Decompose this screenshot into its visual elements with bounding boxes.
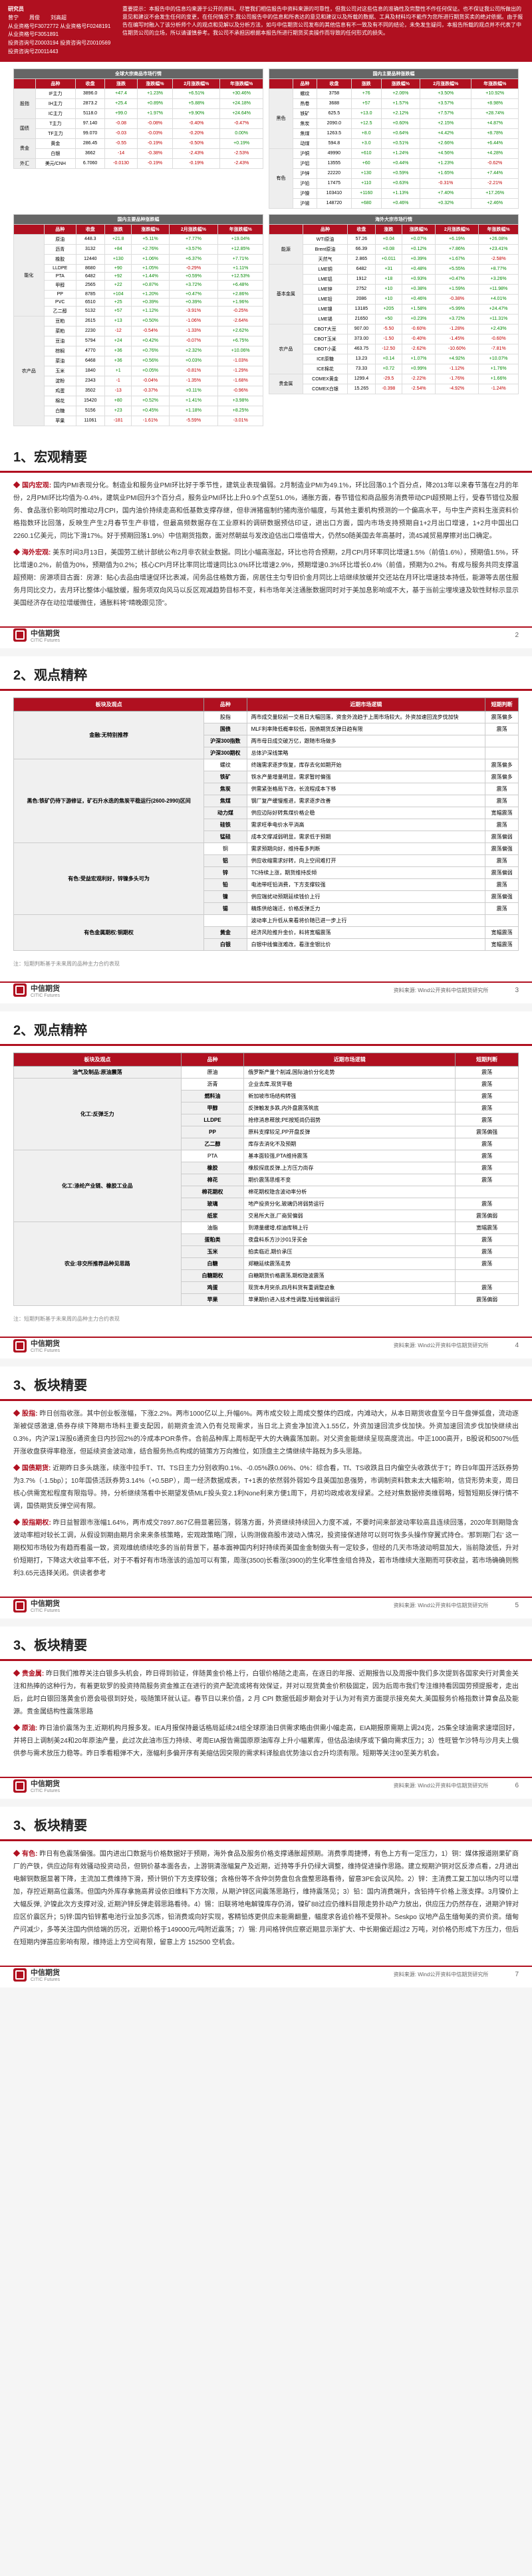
page-num-5: 6 (515, 1782, 519, 1789)
quote-table-3: 海外大宗市场行情 品种收盘涨跌涨跌幅%2月涨跌幅%年涨跌幅% 能源WTI原油57… (269, 214, 519, 394)
quote-table-1b: 国内主要品种涨跌幅 品种收盘涨跌涨跌幅%2月涨跌幅%年涨跌幅% 黑色螺纹3758… (269, 68, 519, 209)
footer-src: 资料来源: Wind公开资料中信期货研究所 (394, 1782, 489, 1789)
footer-src: 资料来源: Wind公开资料中信期货研究所 (394, 987, 489, 994)
tbl3-title: 海外大宗市场行情 (269, 214, 519, 224)
page-num-4: 5 (515, 1602, 519, 1609)
logo-en: CITIC Futures (31, 638, 60, 643)
footer-src: 资料来源: Wind公开资料中信期货研究所 (394, 1342, 489, 1349)
tbl2-title: 国内主要品种涨跌幅 (14, 214, 263, 224)
quotes-area: 全球大宗商品市场行情 品种收盘涨跌涨跌幅%2月涨跌幅%年涨跌幅% 股指IF主力3… (0, 62, 532, 438)
quote-table-1: 全球大宗商品市场行情 品种收盘涨跌涨跌幅%2月涨跌幅%年涨跌幅% 股指IF主力3… (13, 68, 263, 169)
page-5: 3、板块精要 贵金属: 昨日我们推荐关注白银多头机会，昨日得到验证，伴随黄金价格… (0, 1626, 532, 1799)
logo-en: CITIC Futures (31, 1978, 60, 1982)
sec1-title: 1、宏观精要 (0, 438, 532, 473)
logo-en: CITIC Futures (31, 993, 60, 998)
footer-3: 中信期货CITIC Futures 资料来源: Wind公开资料中信期货研究所 … (0, 1337, 532, 1353)
logo-cn: 中信期货 (31, 1338, 60, 1349)
header-disclaimer: 重要提示：本报告中的信息均来源于公开的资料。尽管我们相信报告中资料来源的可靠性，… (122, 5, 524, 57)
r3-cert: 从业资格号F3051891 (8, 31, 59, 37)
logo-en: CITIC Futures (31, 1609, 60, 1613)
dom-text: 国内PMI表现分化。制造业和服务业PMI环比好于季节性，建筑业表现偏弱。2月制造… (13, 482, 519, 540)
r2-inv: 投资咨询号Z0010569 (60, 40, 110, 46)
page-1: 研究员 曾宁 周俊 刘高超 从业资格号F3072772 从业资格号F024819… (0, 0, 532, 648)
logo-en: CITIC Futures (31, 1349, 60, 1353)
logo-icon (13, 1599, 27, 1612)
sec5-title: 3、板块精要 (0, 1626, 532, 1661)
intl-text: 美东时间3月13日，美国劳工统计部统公布2月非农就业数据。同比小幅高涨起，环比也… (13, 549, 519, 607)
sec6-body: 有色: 昨日有色震荡偏强。国内进出口数据与价格数据好于预期，海外食品及服务价格支… (0, 1848, 532, 1961)
footer-4: 中信期货CITIC Futures 资料来源: Wind公开资料中信期货研究所 … (0, 1597, 532, 1613)
sec4-body: 股指: 昨日创指收涨。其中创业板涨幅，下涨2.2%。两市1000亿以上,升幅6%… (0, 1408, 532, 1592)
logo-cn: 中信期货 (31, 1778, 60, 1789)
logo-cn: 中信期货 (31, 1598, 60, 1609)
sec4-title: 3、板块精要 (0, 1366, 532, 1401)
r2-cert: 从业资格号F0248191 (60, 23, 110, 29)
r2-name: 周俊 (29, 15, 40, 21)
page-num-3: 4 (515, 1342, 519, 1349)
logo-en: CITIC Futures (31, 1789, 60, 1793)
footer-6: 中信期货CITIC Futures 资料来源: Wind公开资料中信期货研究所 … (0, 1966, 532, 1982)
r1-name: 曾宁 (8, 15, 19, 21)
page-3: 2、观点精粹 板块及观点品种近期市场逻辑短期判断 油气及制品:原油震荡原油俄罗斯… (0, 1011, 532, 1358)
page-4: 3、板块精要 股指: 昨日创指收涨。其中创业板涨幅，下涨2.2%。两市1000亿… (0, 1366, 532, 1618)
footer-src: 资料来源: Wind公开资料中信期货研究所 (394, 1602, 489, 1609)
tbl1b-title: 国内主要品种涨跌幅 (269, 68, 519, 78)
quote-table-2: 国内主要品种涨跌幅 品种收盘涨跌涨跌幅%2月涨跌幅%年涨跌幅% 能化原油448.… (13, 214, 263, 426)
sec1-body: 国内宏观: 国内PMI表现分化。制造业和服务业PMI环比好于季节性，建筑业表现偏… (0, 479, 532, 622)
page-2: 2、观点精粹 板块及观点品种近期市场逻辑短期判断 金融:无特别推荐股指两市成交量… (0, 656, 532, 1003)
footer-1: 中信期货CITIC Futures 2 (0, 626, 532, 643)
footer-logo: 中信期货CITIC Futures (13, 628, 60, 643)
page-num-6: 7 (515, 1971, 519, 1978)
p3-note: 注：短期判断基于未来周的品种主力合约表现 (0, 1314, 532, 1332)
r1-cert: 从业资格号F3072772 (8, 23, 59, 29)
footer-5: 中信期货CITIC Futures 资料来源: Wind公开资料中信期货研究所 … (0, 1777, 532, 1793)
logo-icon (13, 1968, 27, 1982)
sec5-body: 贵金属: 昨日我们推荐关注白银多头机会，昨日得到验证，伴随黄金价格上行，白银价格… (0, 1668, 532, 1772)
r3-name: 刘高超 (51, 15, 66, 21)
p2-note: 注：短期判断基于未来周的品种主力合约表现 (0, 959, 532, 977)
footer-2: 中信期货CITIC Futures 资料来源: Wind公开资料中信期货研究所 … (0, 981, 532, 998)
opinion-table-2: 板块及观点品种近期市场逻辑短期判断 油气及制品:原油震荡原油俄罗斯产量个削减,国… (13, 1053, 519, 1306)
footer-src: 资料来源: Wind公开资料中信期货研究所 (394, 1971, 489, 1978)
page-num-1: 2 (515, 632, 519, 639)
intl-label: 海外宏观: (22, 549, 51, 557)
logo-cn: 中信期货 (31, 1967, 60, 1978)
opinion-table-1: 板块及观点品种近期市场逻辑短期判断 金融:无特别推荐股指两市成交量较前一交易日大… (13, 698, 519, 951)
logo-icon (13, 628, 27, 642)
logo-cn: 中信期货 (31, 983, 60, 993)
header-researchers: 研究员 曾宁 周俊 刘高超 从业资格号F3072772 从业资格号F024819… (8, 5, 114, 57)
logo-cn: 中信期货 (31, 628, 60, 638)
logo-icon (13, 1339, 27, 1352)
r1-inv: 投资咨询号Z0003194 (8, 40, 59, 46)
logo-icon (13, 1779, 27, 1793)
page-num-2: 3 (515, 987, 519, 994)
sec3-title: 2、观点精粹 (0, 1011, 532, 1046)
sec2-title: 2、观点精粹 (0, 656, 532, 691)
header-band: 研究员 曾宁 周俊 刘高超 从业资格号F3072772 从业资格号F024819… (0, 0, 532, 62)
researcher-label: 研究员 (8, 6, 24, 12)
r3-inv: 投资咨询号Z0011443 (8, 49, 58, 55)
page-6: 3、板块精要 有色: 昨日有色震荡偏强。国内进出口数据与价格数据好于预期，海外食… (0, 1807, 532, 1988)
sec6-title: 3、板块精要 (0, 1807, 532, 1841)
logo-icon (13, 983, 27, 997)
dom-label: 国内宏观: (22, 482, 51, 489)
tbl1-title: 全球大宗商品市场行情 (14, 68, 263, 78)
